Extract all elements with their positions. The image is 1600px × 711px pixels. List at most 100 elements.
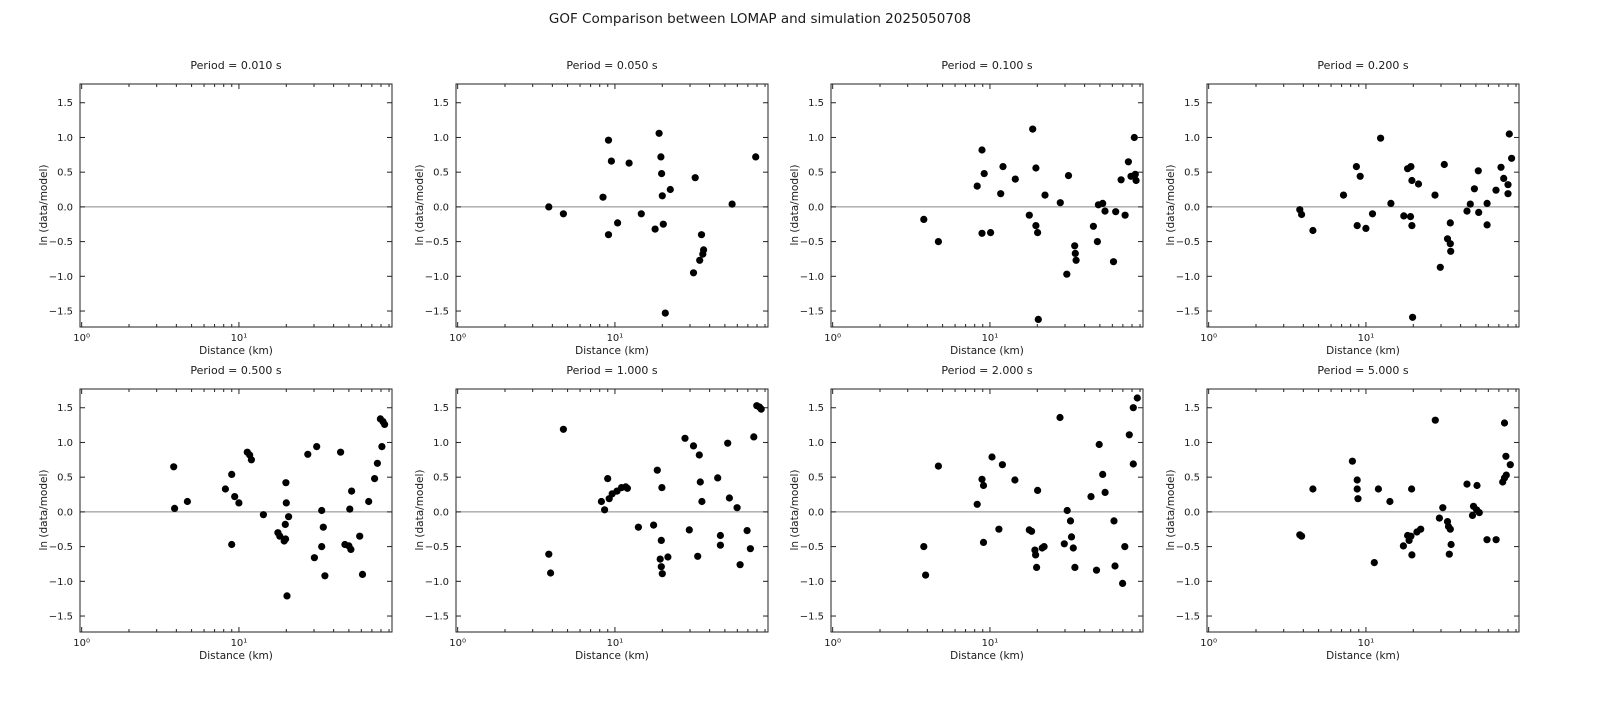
data-point bbox=[1034, 229, 1042, 237]
x-tick-label: 10⁰ bbox=[824, 333, 841, 344]
data-point bbox=[681, 434, 689, 442]
tick-labels: 10⁰ 10¹ −1.5 −1.0 −0.5 0.0 0.5 1.0 1.5 bbox=[425, 98, 624, 344]
data-point bbox=[973, 500, 981, 508]
y-axis-label: ln (data/model) bbox=[414, 469, 426, 551]
x-axis-label: Distance (km) bbox=[575, 650, 649, 662]
y-tick-label: 1.0 bbox=[808, 133, 824, 144]
subplot-period-0500: Period = 0.500 s 10⁰ 10¹ −1.5 −1.0 −0.5 0.0 0.… bbox=[18, 363, 394, 680]
subplot-period-1000: Period = 1.000 s 10⁰ 10¹ −1.5 −1.0 −0.5 0.0 0.… bbox=[394, 363, 770, 680]
y-tick-label: 0.0 bbox=[433, 202, 449, 213]
axis-ticks bbox=[80, 389, 392, 632]
data-point bbox=[743, 527, 751, 535]
data-point bbox=[1092, 566, 1101, 574]
data-point bbox=[1089, 222, 1097, 230]
data-point bbox=[658, 192, 666, 200]
data-point bbox=[1407, 532, 1415, 540]
data-point bbox=[545, 550, 553, 558]
data-point bbox=[752, 153, 760, 161]
data-point bbox=[1504, 190, 1512, 198]
data-points bbox=[920, 394, 1141, 587]
data-point bbox=[1445, 550, 1453, 558]
axis-ticks bbox=[456, 84, 768, 327]
data-point bbox=[659, 220, 667, 228]
axis-ticks bbox=[1207, 389, 1519, 632]
data-point bbox=[1431, 416, 1439, 424]
x-axis-label: Distance (km) bbox=[199, 345, 273, 357]
data-point bbox=[607, 157, 615, 165]
data-point bbox=[1060, 540, 1068, 548]
y-tick-label: −1.5 bbox=[49, 307, 73, 318]
y-tick-label: 1.5 bbox=[1184, 98, 1200, 109]
y-tick-label: 0.0 bbox=[433, 507, 449, 518]
y-tick-label: 1.0 bbox=[57, 133, 73, 144]
data-point bbox=[1504, 181, 1512, 189]
data-point bbox=[750, 433, 758, 441]
data-point bbox=[1508, 154, 1516, 162]
y-tick-label: 1.5 bbox=[1184, 403, 1200, 414]
y-tick-label: −1.0 bbox=[425, 577, 449, 588]
data-point bbox=[1368, 210, 1377, 218]
data-point bbox=[1483, 536, 1491, 544]
data-point bbox=[1506, 461, 1514, 469]
subplot-period-0010: Period = 0.010 s 10⁰ 10¹ −1.5 −1.0 −0.5 0.0 0.… bbox=[18, 58, 394, 375]
data-point bbox=[1119, 579, 1127, 587]
data-point bbox=[313, 443, 321, 451]
data-point bbox=[228, 540, 236, 549]
data-point bbox=[623, 484, 631, 492]
y-tick-label: −1.0 bbox=[800, 577, 824, 588]
y-tick-label: −1.5 bbox=[1176, 612, 1200, 623]
data-point bbox=[655, 129, 663, 137]
x-tick-label: 10¹ bbox=[231, 638, 248, 649]
data-point bbox=[1121, 543, 1129, 551]
y-axis-label: ln (data/model) bbox=[789, 469, 801, 551]
y-tick-label: −0.5 bbox=[1176, 237, 1200, 248]
tick-labels: 10⁰ 10¹ −1.5 −1.0 −0.5 0.0 0.5 1.0 1.5 bbox=[1176, 98, 1375, 344]
y-tick-label: 1.5 bbox=[808, 98, 824, 109]
data-point bbox=[657, 563, 665, 571]
data-point bbox=[1475, 509, 1483, 517]
data-point bbox=[1071, 249, 1079, 257]
data-point bbox=[1071, 563, 1079, 571]
data-point bbox=[1354, 495, 1362, 503]
data-point bbox=[651, 225, 659, 233]
data-point bbox=[545, 203, 553, 211]
data-point bbox=[1447, 247, 1455, 255]
data-point bbox=[1125, 431, 1133, 439]
data-point bbox=[371, 475, 379, 483]
x-axis-label: Distance (km) bbox=[950, 650, 1024, 662]
axis-ticks bbox=[80, 84, 392, 327]
subplot-period-5000: Period = 5.000 s 10⁰ 10¹ −1.5 −1.0 −0.5 0.0 0.… bbox=[1145, 363, 1521, 680]
data-point bbox=[1056, 413, 1064, 422]
data-point bbox=[599, 193, 607, 201]
data-point bbox=[1386, 497, 1394, 506]
data-point bbox=[1473, 481, 1481, 490]
data-point bbox=[689, 269, 698, 277]
data-point bbox=[714, 474, 722, 482]
figure-title: GOF Comparison between LOMAP and simulat… bbox=[548, 11, 972, 27]
scatter-plot: 10⁰ 10¹ −1.5 −1.0 −0.5 0.0 0.5 1.0 1.5 bbox=[425, 388, 769, 649]
x-tick-label: 10¹ bbox=[982, 333, 999, 344]
data-point bbox=[1099, 470, 1107, 478]
data-point bbox=[1109, 258, 1118, 266]
y-tick-label: −1.0 bbox=[425, 272, 449, 283]
data-point bbox=[547, 569, 555, 577]
scatter-plot: 10⁰ 10¹ −1.5 −1.0 −0.5 0.0 0.5 1.0 1.5 bbox=[49, 83, 393, 344]
data-point bbox=[1064, 172, 1073, 180]
y-tick-label: 0.0 bbox=[57, 507, 73, 518]
data-point bbox=[997, 190, 1005, 198]
data-point bbox=[920, 215, 928, 223]
data-point bbox=[661, 309, 669, 317]
data-point bbox=[1436, 263, 1444, 271]
data-point bbox=[1408, 485, 1416, 493]
data-point bbox=[1407, 163, 1415, 171]
subplot-title: Period = 5.000 s bbox=[1317, 364, 1409, 377]
y-tick-label: −1.5 bbox=[800, 307, 824, 318]
data-point bbox=[1309, 485, 1317, 493]
data-point bbox=[1497, 163, 1505, 171]
data-point bbox=[728, 200, 736, 208]
y-tick-label: 0.5 bbox=[1184, 168, 1200, 179]
data-point bbox=[696, 478, 704, 486]
data-point bbox=[378, 443, 386, 451]
data-point bbox=[685, 526, 693, 534]
data-point bbox=[1446, 240, 1454, 248]
